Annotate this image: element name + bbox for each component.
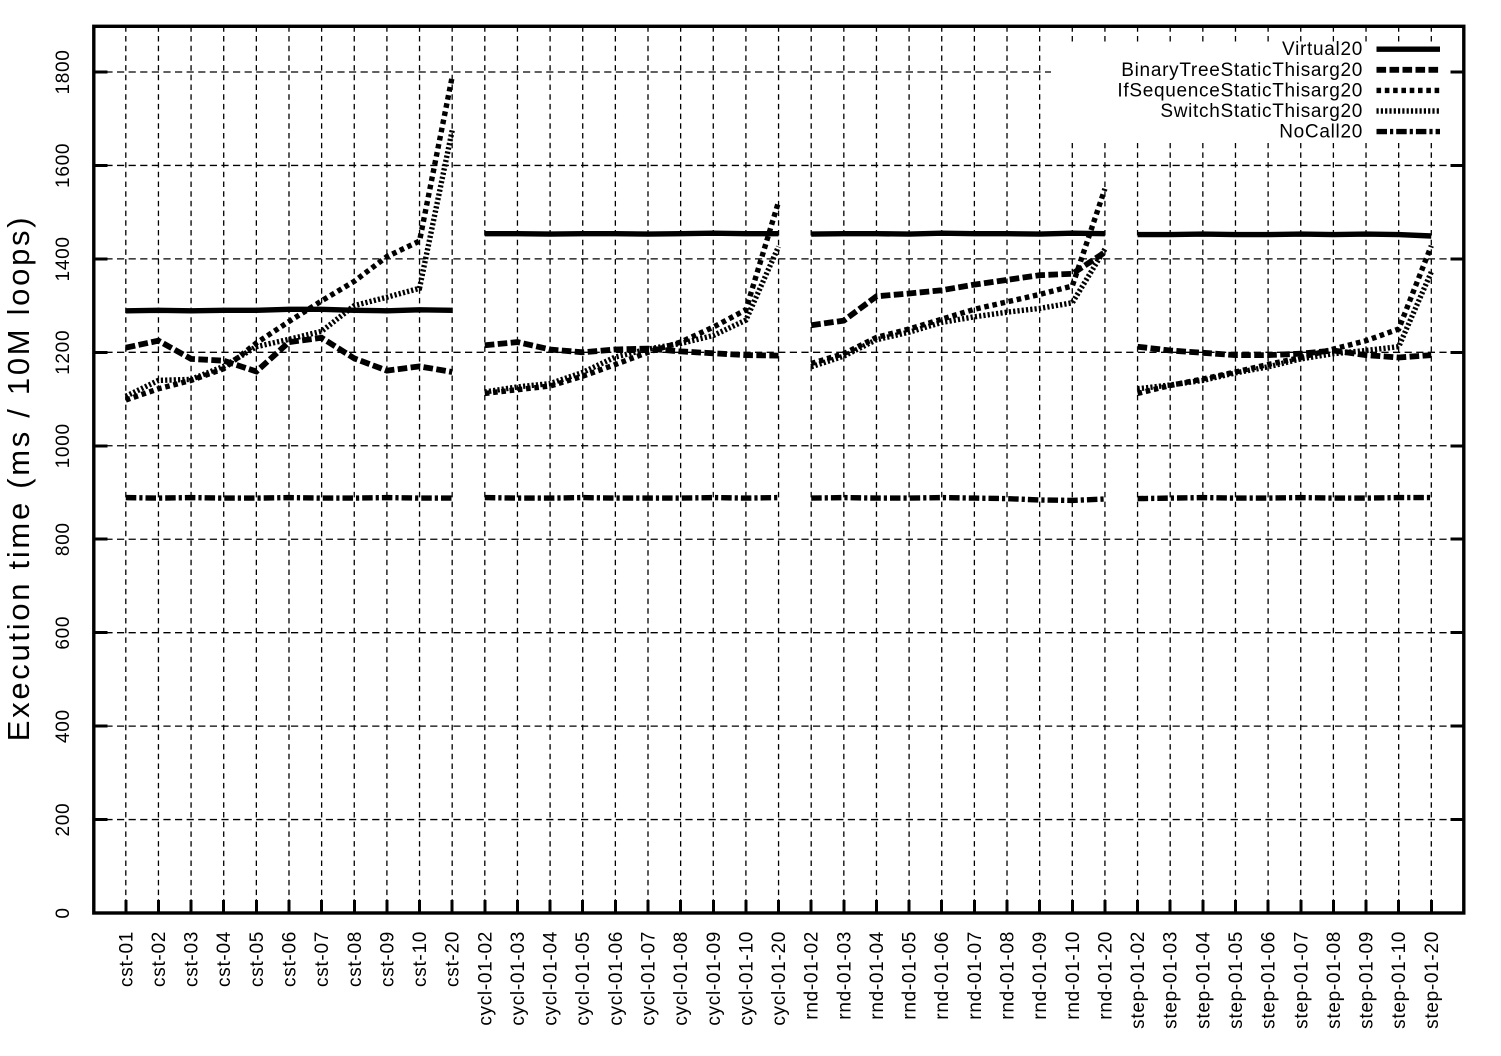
svg-text:cycl-01-03: cycl-01-03 — [508, 931, 529, 1026]
svg-text:0: 0 — [53, 907, 74, 918]
svg-text:cycl-01-04: cycl-01-04 — [541, 931, 562, 1026]
svg-text:600: 600 — [53, 616, 74, 650]
svg-text:1600: 1600 — [53, 143, 74, 188]
svg-text:step-01-04: step-01-04 — [1193, 931, 1214, 1029]
svg-text:rnd-01-06: rnd-01-06 — [932, 931, 953, 1020]
svg-text:200: 200 — [53, 803, 74, 837]
svg-text:cst-08: cst-08 — [345, 931, 366, 987]
svg-text:step-01-10: step-01-10 — [1389, 931, 1410, 1029]
svg-text:cycl-01-06: cycl-01-06 — [606, 931, 627, 1026]
svg-text:rnd-01-10: rnd-01-10 — [1063, 931, 1084, 1020]
svg-text:step-01-07: step-01-07 — [1291, 931, 1312, 1029]
svg-text:cst-07: cst-07 — [312, 931, 333, 987]
svg-text:step-01-06: step-01-06 — [1259, 931, 1280, 1029]
svg-text:step-01-03: step-01-03 — [1161, 931, 1182, 1029]
svg-text:1200: 1200 — [53, 330, 74, 375]
svg-text:cst-03: cst-03 — [182, 931, 203, 987]
svg-text:step-01-05: step-01-05 — [1226, 931, 1247, 1029]
svg-text:1800: 1800 — [53, 49, 74, 94]
svg-text:step-01-02: step-01-02 — [1128, 931, 1149, 1029]
svg-text:cst-09: cst-09 — [377, 931, 398, 987]
svg-text:step-01-20: step-01-20 — [1422, 931, 1443, 1029]
svg-text:cst-01: cst-01 — [116, 931, 137, 987]
svg-text:cst-06: cst-06 — [279, 931, 300, 987]
svg-text:cst-04: cst-04 — [214, 931, 235, 987]
svg-text:cycl-01-07: cycl-01-07 — [639, 931, 660, 1026]
svg-text:rnd-01-03: rnd-01-03 — [834, 931, 855, 1020]
svg-text:cycl-01-05: cycl-01-05 — [573, 931, 594, 1026]
svg-text:rnd-01-20: rnd-01-20 — [1095, 931, 1116, 1020]
svg-text:cycl-01-20: cycl-01-20 — [769, 931, 790, 1026]
svg-text:step-01-08: step-01-08 — [1324, 931, 1345, 1029]
svg-text:rnd-01-04: rnd-01-04 — [867, 931, 888, 1020]
svg-text:cst-05: cst-05 — [247, 931, 268, 987]
svg-text:SwitchStaticThisarg20: SwitchStaticThisarg20 — [1160, 101, 1363, 122]
svg-text:cst-02: cst-02 — [149, 931, 170, 987]
svg-text:cycl-01-09: cycl-01-09 — [704, 931, 725, 1026]
svg-text:cycl-01-02: cycl-01-02 — [475, 931, 496, 1026]
svg-text:1400: 1400 — [53, 236, 74, 281]
svg-text:rnd-01-02: rnd-01-02 — [802, 931, 823, 1020]
svg-text:rnd-01-07: rnd-01-07 — [965, 931, 986, 1020]
svg-text:NoCall20: NoCall20 — [1279, 122, 1363, 143]
svg-text:cst-20: cst-20 — [443, 931, 464, 987]
svg-text:Virtual20: Virtual20 — [1282, 39, 1363, 60]
svg-text:rnd-01-08: rnd-01-08 — [998, 931, 1019, 1020]
svg-text:step-01-09: step-01-09 — [1357, 931, 1378, 1029]
svg-text:cycl-01-10: cycl-01-10 — [736, 931, 757, 1026]
svg-text:IfSequenceStaticThisarg20: IfSequenceStaticThisarg20 — [1117, 80, 1363, 101]
svg-text:rnd-01-05: rnd-01-05 — [900, 931, 921, 1020]
svg-text:rnd-01-09: rnd-01-09 — [1030, 931, 1051, 1020]
svg-text:400: 400 — [53, 709, 74, 743]
svg-text:Execution time (ms / 10M loops: Execution time (ms / 10M loops) — [1, 215, 36, 741]
svg-text:800: 800 — [53, 522, 74, 556]
svg-text:cycl-01-08: cycl-01-08 — [671, 931, 692, 1026]
svg-text:BinaryTreeStaticThisarg20: BinaryTreeStaticThisarg20 — [1121, 60, 1363, 81]
svg-text:1000: 1000 — [53, 423, 74, 468]
svg-text:cst-10: cst-10 — [410, 931, 431, 987]
